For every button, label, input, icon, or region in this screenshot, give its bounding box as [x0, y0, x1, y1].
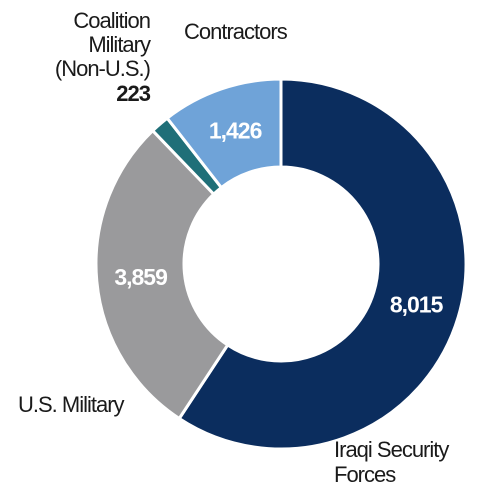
- slice-u-s-military: [94, 128, 230, 421]
- slice-value-labels: 8,015 3,859 1,426: [114, 118, 444, 318]
- label-iraqi-line1: Iraqi Security: [334, 437, 449, 462]
- value-coalition: 223: [116, 81, 150, 106]
- slice-value-1: 3,859: [114, 264, 167, 290]
- slice-value-0: 8,015: [390, 292, 444, 318]
- slice-iraqi-security-forces: [177, 77, 468, 451]
- label-coalition-line2: Military: [88, 32, 151, 57]
- label-iraqi-line2: Forces: [334, 462, 396, 487]
- slice-value-3: 1,426: [209, 118, 262, 144]
- slice-contractors: [165, 77, 283, 190]
- label-contractors: Contractors: [184, 19, 288, 44]
- label-coalition-line1: Coalition: [73, 8, 150, 33]
- label-coalition-line3: (Non-U.S.): [55, 56, 150, 81]
- label-us-military: U.S. Military: [18, 392, 125, 417]
- donut-slices: [94, 77, 468, 451]
